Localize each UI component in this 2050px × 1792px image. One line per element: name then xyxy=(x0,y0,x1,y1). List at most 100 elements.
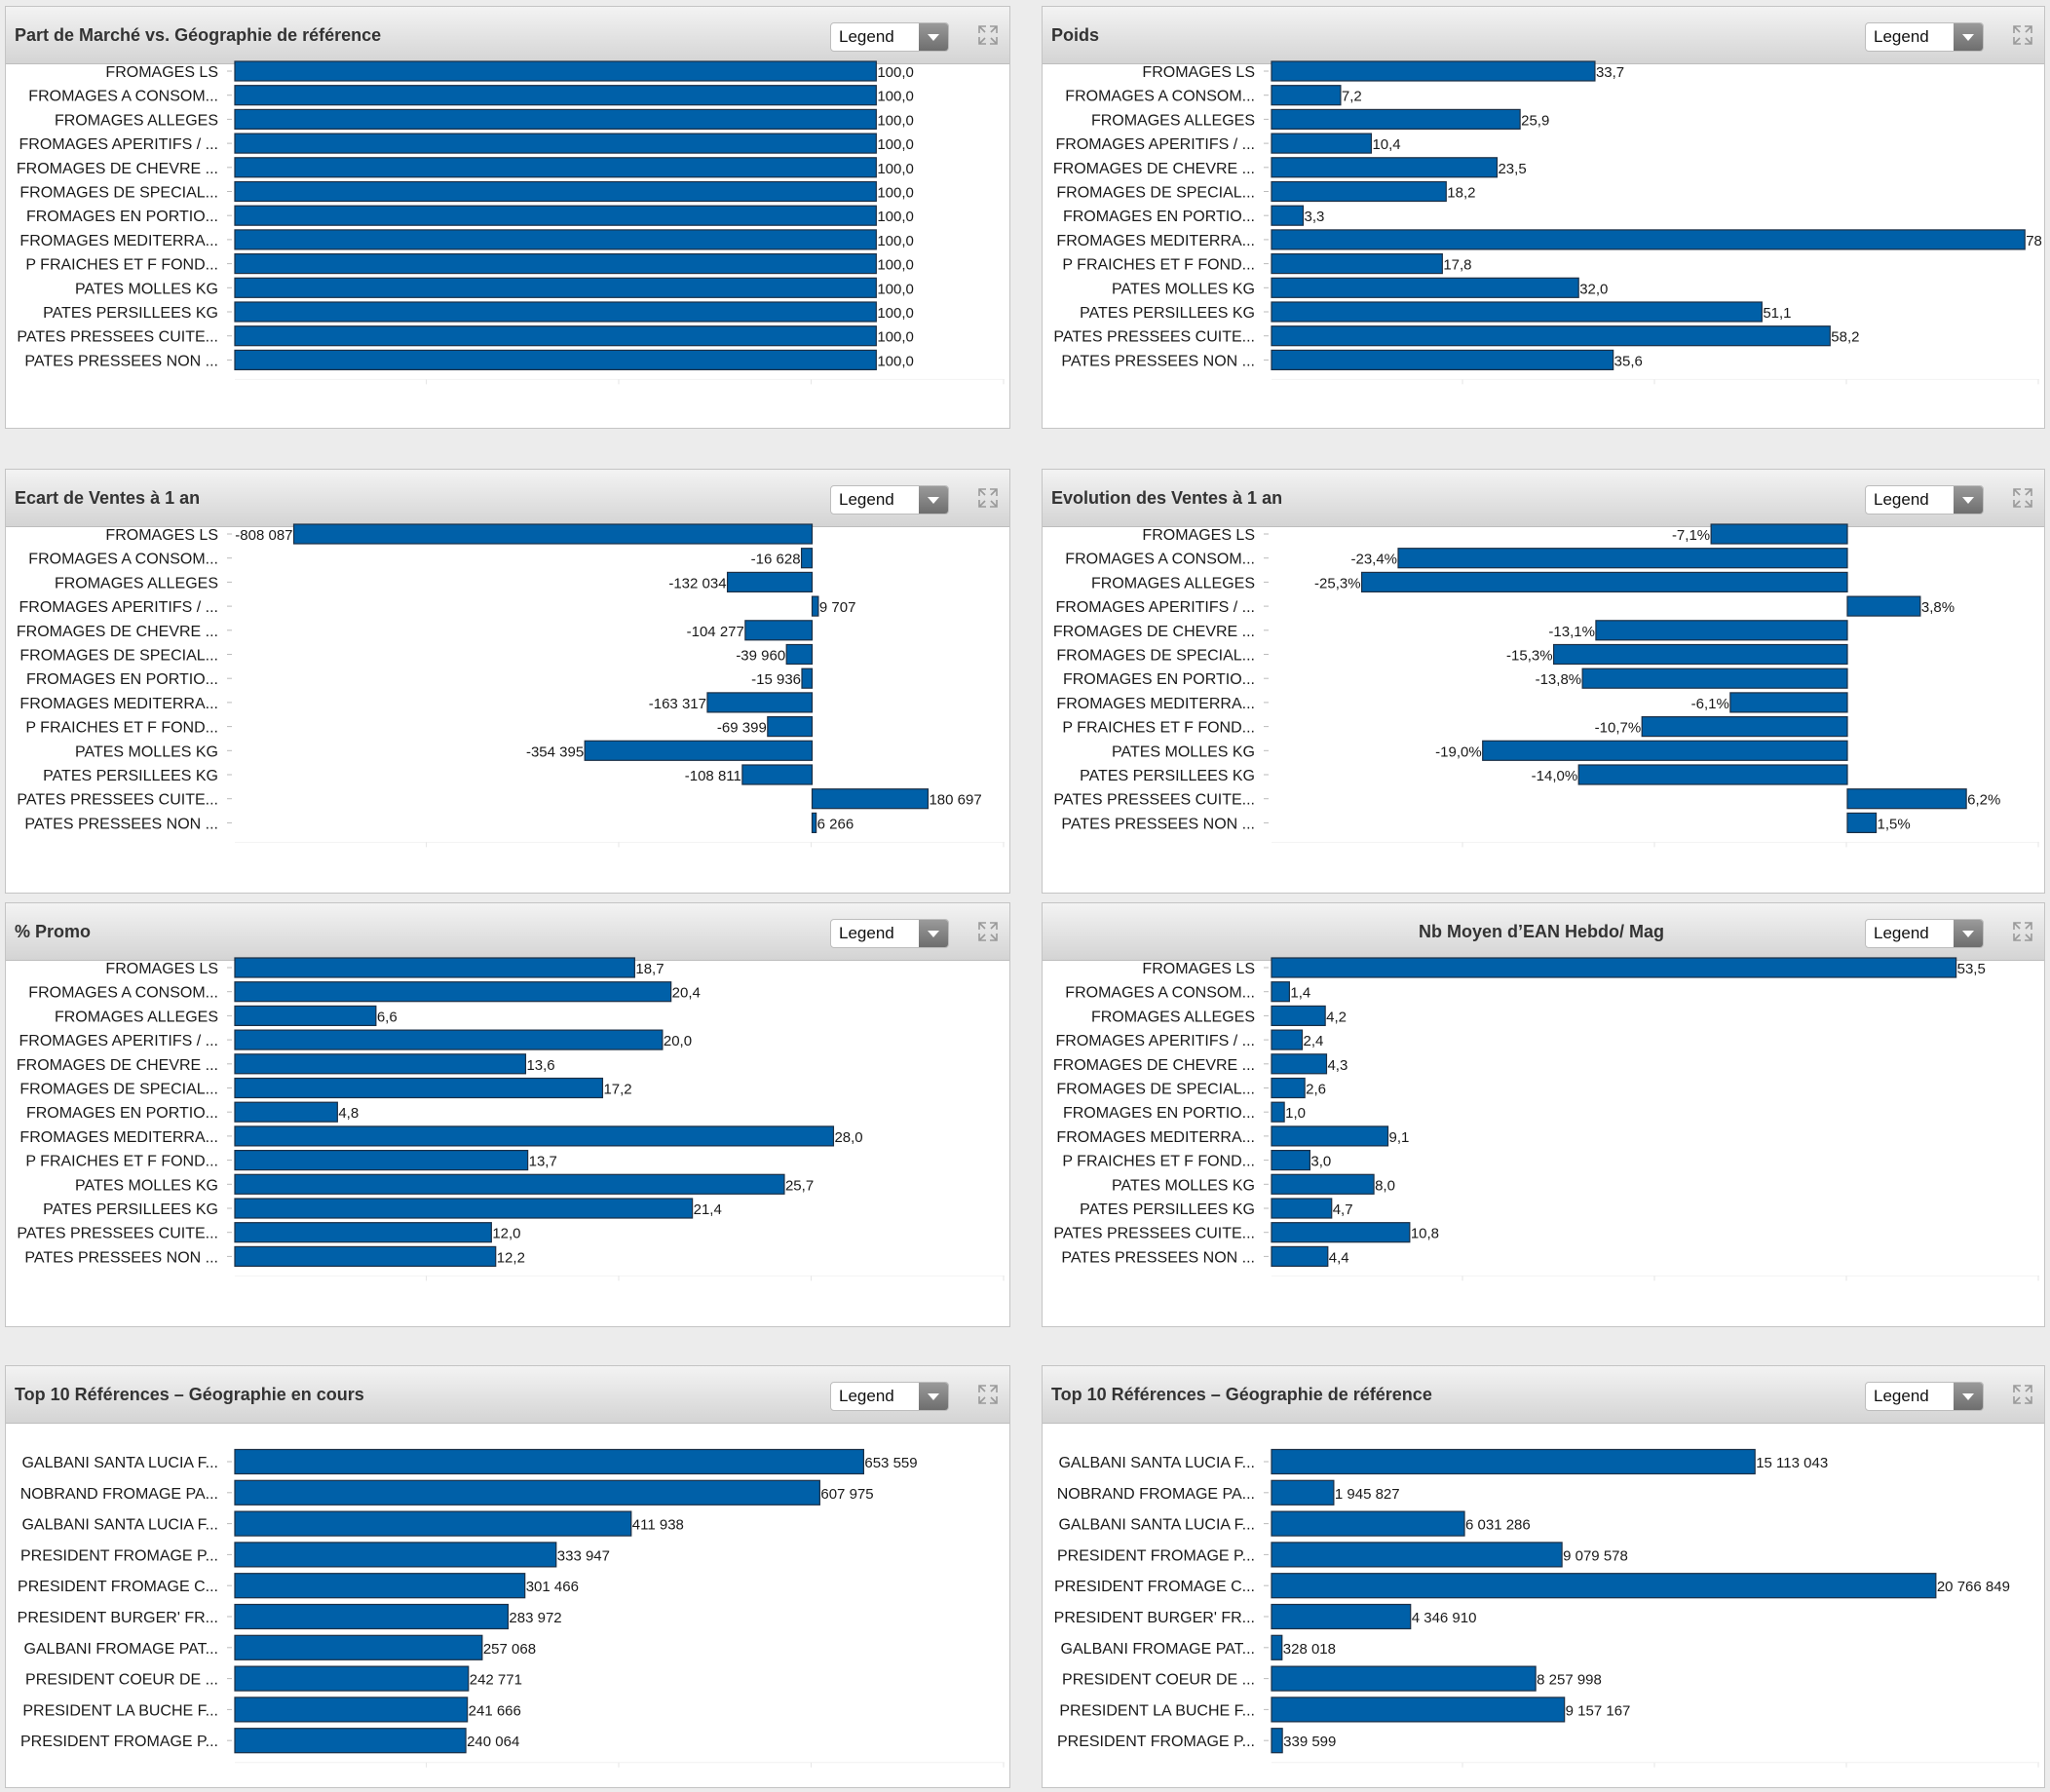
bar[interactable] xyxy=(234,1728,467,1754)
bar[interactable] xyxy=(234,1573,526,1599)
bar[interactable] xyxy=(1641,716,1848,738)
legend-dropdown[interactable]: Legend xyxy=(830,1382,949,1411)
bar[interactable] xyxy=(744,620,814,641)
bar[interactable] xyxy=(234,1077,604,1099)
bar[interactable] xyxy=(1271,253,1443,275)
bar[interactable] xyxy=(234,1125,835,1147)
bar[interactable] xyxy=(811,788,930,810)
bar[interactable] xyxy=(234,301,877,323)
bar[interactable] xyxy=(234,180,877,203)
bar[interactable] xyxy=(1271,133,1373,154)
bar[interactable] xyxy=(1271,1542,1563,1568)
bar[interactable] xyxy=(1271,957,1957,978)
bar[interactable] xyxy=(1271,1245,1329,1267)
bar[interactable] xyxy=(234,1697,469,1723)
bar[interactable] xyxy=(1271,60,1596,82)
bar[interactable] xyxy=(1271,1448,1756,1475)
legend-dropdown[interactable]: Legend xyxy=(1865,485,1984,515)
bar[interactable] xyxy=(1729,692,1848,713)
bar[interactable] xyxy=(1271,1053,1328,1075)
bar[interactable] xyxy=(234,1542,557,1568)
bar[interactable] xyxy=(1271,325,1831,347)
expand-icon[interactable] xyxy=(976,23,1000,47)
bar[interactable] xyxy=(1271,1634,1283,1660)
legend-dropdown[interactable]: Legend xyxy=(830,22,949,52)
bar[interactable] xyxy=(1271,1222,1411,1243)
bar[interactable] xyxy=(234,349,877,370)
bar[interactable] xyxy=(234,277,877,298)
bar[interactable] xyxy=(234,108,877,131)
bar[interactable] xyxy=(1271,349,1614,370)
expand-icon[interactable] xyxy=(2011,23,2034,47)
bar[interactable] xyxy=(1271,1173,1375,1195)
bar[interactable] xyxy=(1710,523,1848,545)
bar[interactable] xyxy=(1271,1005,1326,1027)
chevron-down-icon[interactable] xyxy=(1954,486,1983,514)
bar[interactable] xyxy=(785,643,814,666)
bar[interactable] xyxy=(1360,571,1848,593)
bar[interactable] xyxy=(234,1510,632,1537)
bar[interactable] xyxy=(1271,1101,1285,1123)
bar[interactable] xyxy=(1581,667,1848,689)
legend-dropdown[interactable]: Legend xyxy=(1865,22,1984,52)
bar[interactable] xyxy=(1271,1603,1412,1630)
bar[interactable] xyxy=(1482,740,1848,761)
chevron-down-icon[interactable] xyxy=(1954,23,1983,51)
bar[interactable] xyxy=(1271,205,1305,226)
bar[interactable] xyxy=(234,205,877,226)
bar[interactable] xyxy=(234,981,672,1003)
bar[interactable] xyxy=(1271,229,2026,250)
expand-icon[interactable] xyxy=(2011,486,2034,510)
bar[interactable] xyxy=(234,1448,864,1475)
bar[interactable] xyxy=(234,957,635,978)
bar[interactable] xyxy=(234,1101,338,1123)
bar[interactable] xyxy=(1271,180,1447,203)
bar[interactable] xyxy=(1271,277,1579,298)
bar[interactable] xyxy=(1271,157,1499,178)
bar[interactable] xyxy=(234,253,877,275)
bar[interactable] xyxy=(292,523,814,545)
bar[interactable] xyxy=(584,740,814,761)
chevron-down-icon[interactable] xyxy=(1954,1383,1983,1410)
bar[interactable] xyxy=(234,1173,785,1195)
bar[interactable] xyxy=(1397,548,1848,569)
bar[interactable] xyxy=(1271,1125,1389,1147)
bar[interactable] xyxy=(234,1479,820,1506)
bar[interactable] xyxy=(234,325,877,347)
bar[interactable] xyxy=(234,85,877,106)
expand-icon[interactable] xyxy=(976,920,1000,943)
legend-dropdown[interactable]: Legend xyxy=(830,485,949,515)
bar[interactable] xyxy=(1271,1150,1311,1171)
bar[interactable] xyxy=(1271,1573,1937,1599)
bar[interactable] xyxy=(706,692,814,713)
bar[interactable] xyxy=(767,716,814,738)
bar[interactable] xyxy=(1846,812,1878,833)
chevron-down-icon[interactable] xyxy=(919,920,948,947)
bar[interactable] xyxy=(234,1603,510,1630)
bar[interactable] xyxy=(1271,1697,1566,1723)
bar[interactable] xyxy=(234,1222,492,1243)
bar[interactable] xyxy=(1846,595,1921,617)
bar[interactable] xyxy=(800,548,814,569)
bar[interactable] xyxy=(234,1665,470,1692)
bar[interactable] xyxy=(234,1634,483,1660)
bar[interactable] xyxy=(1271,1198,1333,1219)
legend-dropdown[interactable]: Legend xyxy=(1865,919,1984,948)
bar[interactable] xyxy=(1271,301,1763,323)
bar[interactable] xyxy=(1271,1665,1537,1692)
bar[interactable] xyxy=(234,60,877,82)
legend-dropdown[interactable]: Legend xyxy=(1865,1382,1984,1411)
bar[interactable] xyxy=(234,1198,694,1219)
bar[interactable] xyxy=(234,1005,377,1027)
bar[interactable] xyxy=(1271,1728,1283,1754)
bar[interactable] xyxy=(234,157,877,178)
bar[interactable] xyxy=(741,764,814,785)
chevron-down-icon[interactable] xyxy=(919,1383,948,1410)
bar[interactable] xyxy=(1595,620,1848,641)
bar[interactable] xyxy=(234,1053,527,1075)
bar[interactable] xyxy=(234,1029,664,1050)
chevron-down-icon[interactable] xyxy=(1954,920,1983,947)
legend-dropdown[interactable]: Legend xyxy=(830,919,949,948)
bar[interactable] xyxy=(1552,643,1848,666)
bar[interactable] xyxy=(234,133,877,154)
